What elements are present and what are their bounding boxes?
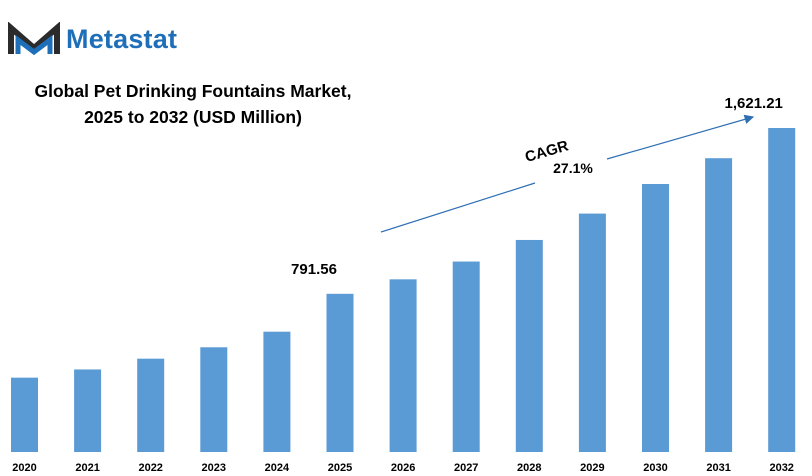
- cagr-arrow-segment-1: [380, 182, 536, 233]
- bar-2026: [389, 279, 417, 452]
- x-tick-label-2024: 2024: [265, 462, 290, 474]
- bar-2032: [768, 128, 796, 452]
- bar-2028: [515, 239, 543, 452]
- x-tick-label-2032: 2032: [769, 462, 793, 474]
- data-label-2025: 791.56: [291, 261, 337, 278]
- x-tick-label-2030: 2030: [643, 462, 667, 474]
- bar-2023: [200, 347, 228, 452]
- x-tick-label-2023: 2023: [202, 462, 226, 474]
- cagr-arrow-segment-2: [606, 114, 755, 160]
- bar-2027: [452, 261, 480, 452]
- metastat-m-logo-icon: [8, 22, 60, 56]
- x-tick-label-2022: 2022: [138, 462, 162, 474]
- bar-2020: [11, 377, 38, 452]
- x-tick-label-2020: 2020: [12, 462, 36, 474]
- brand-logo: Metastat: [8, 22, 177, 56]
- x-tick-label-2031: 2031: [706, 462, 730, 474]
- bar-2024: [263, 331, 291, 452]
- bar-2030: [642, 184, 669, 452]
- x-tick-label-2026: 2026: [391, 462, 415, 474]
- x-tick-label-2021: 2021: [75, 462, 99, 474]
- bar-2029: [578, 213, 606, 452]
- x-tick-label-2028: 2028: [517, 462, 541, 474]
- cagr-value: 27.1%: [553, 160, 593, 176]
- x-tick-label-2025: 2025: [328, 462, 352, 474]
- data-label-2032: 1,621.21: [725, 95, 783, 112]
- bar-2025: [326, 293, 354, 452]
- chart-title-line-1: Global Pet Drinking Fountains Market,: [34, 81, 352, 101]
- bar-2021: [74, 369, 102, 452]
- bar-2022: [137, 358, 165, 452]
- x-tick-label-2027: 2027: [454, 462, 478, 474]
- chart-title-line-2: 2025 to 2032 (USD Million): [84, 107, 302, 127]
- bar-2031: [705, 158, 733, 452]
- x-tick-label-2029: 2029: [580, 462, 604, 474]
- brand-name: Metastat: [66, 23, 178, 54]
- chart-title: Global Pet Drinking Fountains Market, 20…: [14, 78, 372, 130]
